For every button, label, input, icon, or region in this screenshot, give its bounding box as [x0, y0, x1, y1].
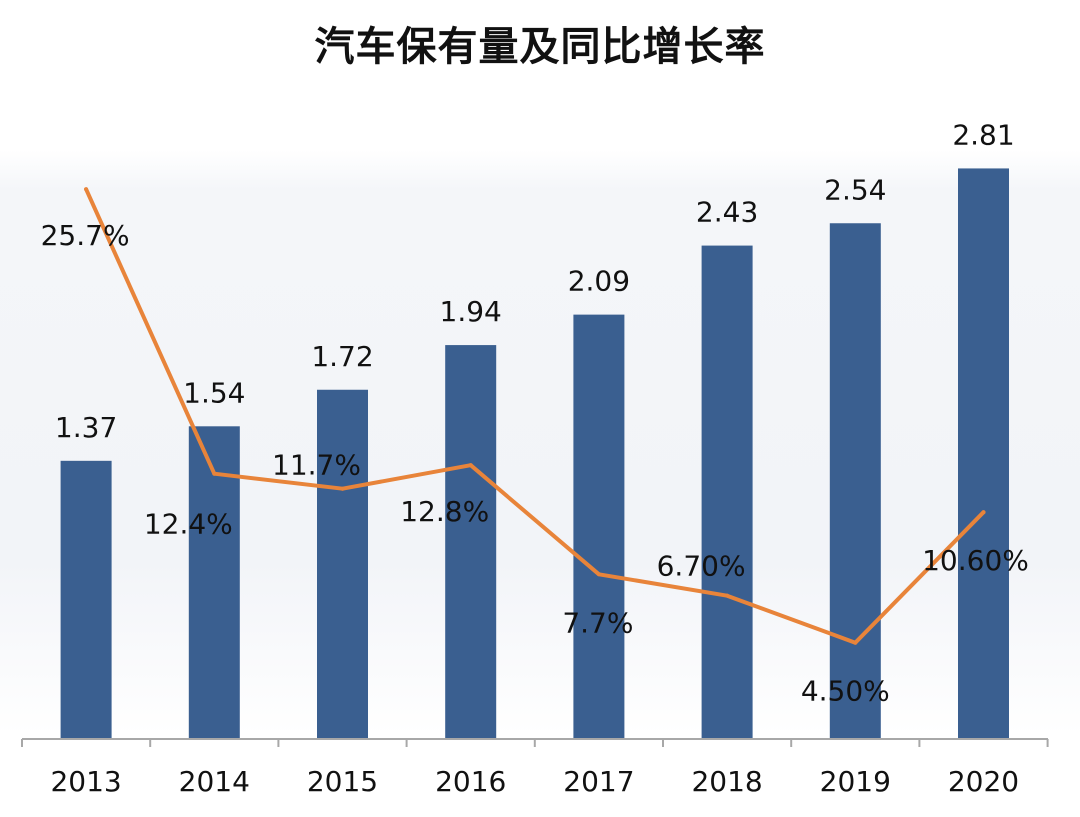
x-tick-label: 2018	[691, 765, 762, 798]
growth-point-2013	[84, 187, 89, 192]
bar-value-label: 1.72	[311, 340, 373, 373]
bar-value-label: 1.94	[440, 295, 502, 328]
bar-2013	[60, 460, 112, 739]
x-tick-label: 2016	[435, 765, 506, 798]
growth-point-2015	[340, 486, 345, 491]
bar-2016	[445, 345, 497, 739]
growth-value-label: 11.7%	[272, 449, 361, 482]
bar-2019	[829, 223, 881, 739]
x-axis-ticks	[21, 739, 1049, 747]
x-tick-label: 2019	[820, 765, 891, 798]
growth-value-label: 12.4%	[144, 508, 233, 541]
growth-point-2016	[468, 463, 473, 468]
data-labels-layer: 1.37 2013 1.54 2014 1.72 2015 1.94 2016 2.09 2017…	[41, 118, 1029, 798]
growth-line-layer	[84, 187, 986, 645]
bar-2015	[317, 389, 368, 739]
bar-value-label: 2.09	[568, 265, 630, 298]
growth-value-label: 4.50%	[801, 675, 890, 708]
growth-point-2018	[725, 593, 730, 598]
growth-point-2019	[853, 640, 858, 645]
bars-layer	[60, 168, 1009, 740]
bar-value-label: 1.54	[183, 376, 245, 409]
growth-rate-line	[84, 187, 986, 645]
growth-value-label: 7.7%	[562, 606, 633, 639]
growth-value-label: 12.8%	[400, 495, 489, 528]
bar-value-label: 1.37	[55, 411, 117, 444]
bar-value-label: 2.43	[696, 196, 758, 229]
bar-value-label: 2.81	[952, 118, 1014, 151]
growth-point-2020	[981, 510, 986, 515]
bar-2017	[573, 314, 625, 739]
x-tick-label: 2015	[307, 765, 378, 798]
growth-point-2014	[212, 471, 217, 476]
growth-value-label: 25.7%	[41, 219, 130, 252]
growth-point-2017	[596, 572, 601, 577]
x-tick-label: 2014	[179, 765, 250, 798]
x-tick-label: 2013	[50, 765, 121, 798]
x-tick-label: 2017	[563, 765, 634, 798]
bar-2018	[701, 245, 753, 740]
bar-2014	[188, 426, 240, 739]
growth-value-label: 10.60%	[922, 544, 1029, 577]
growth-value-label: 6.70%	[657, 550, 746, 583]
bar-2020	[958, 168, 1009, 739]
chart-title: 汽车保有量及同比增长率	[314, 24, 766, 70]
bar-value-label: 2.54	[824, 173, 886, 206]
x-tick-label: 2020	[948, 765, 1019, 798]
